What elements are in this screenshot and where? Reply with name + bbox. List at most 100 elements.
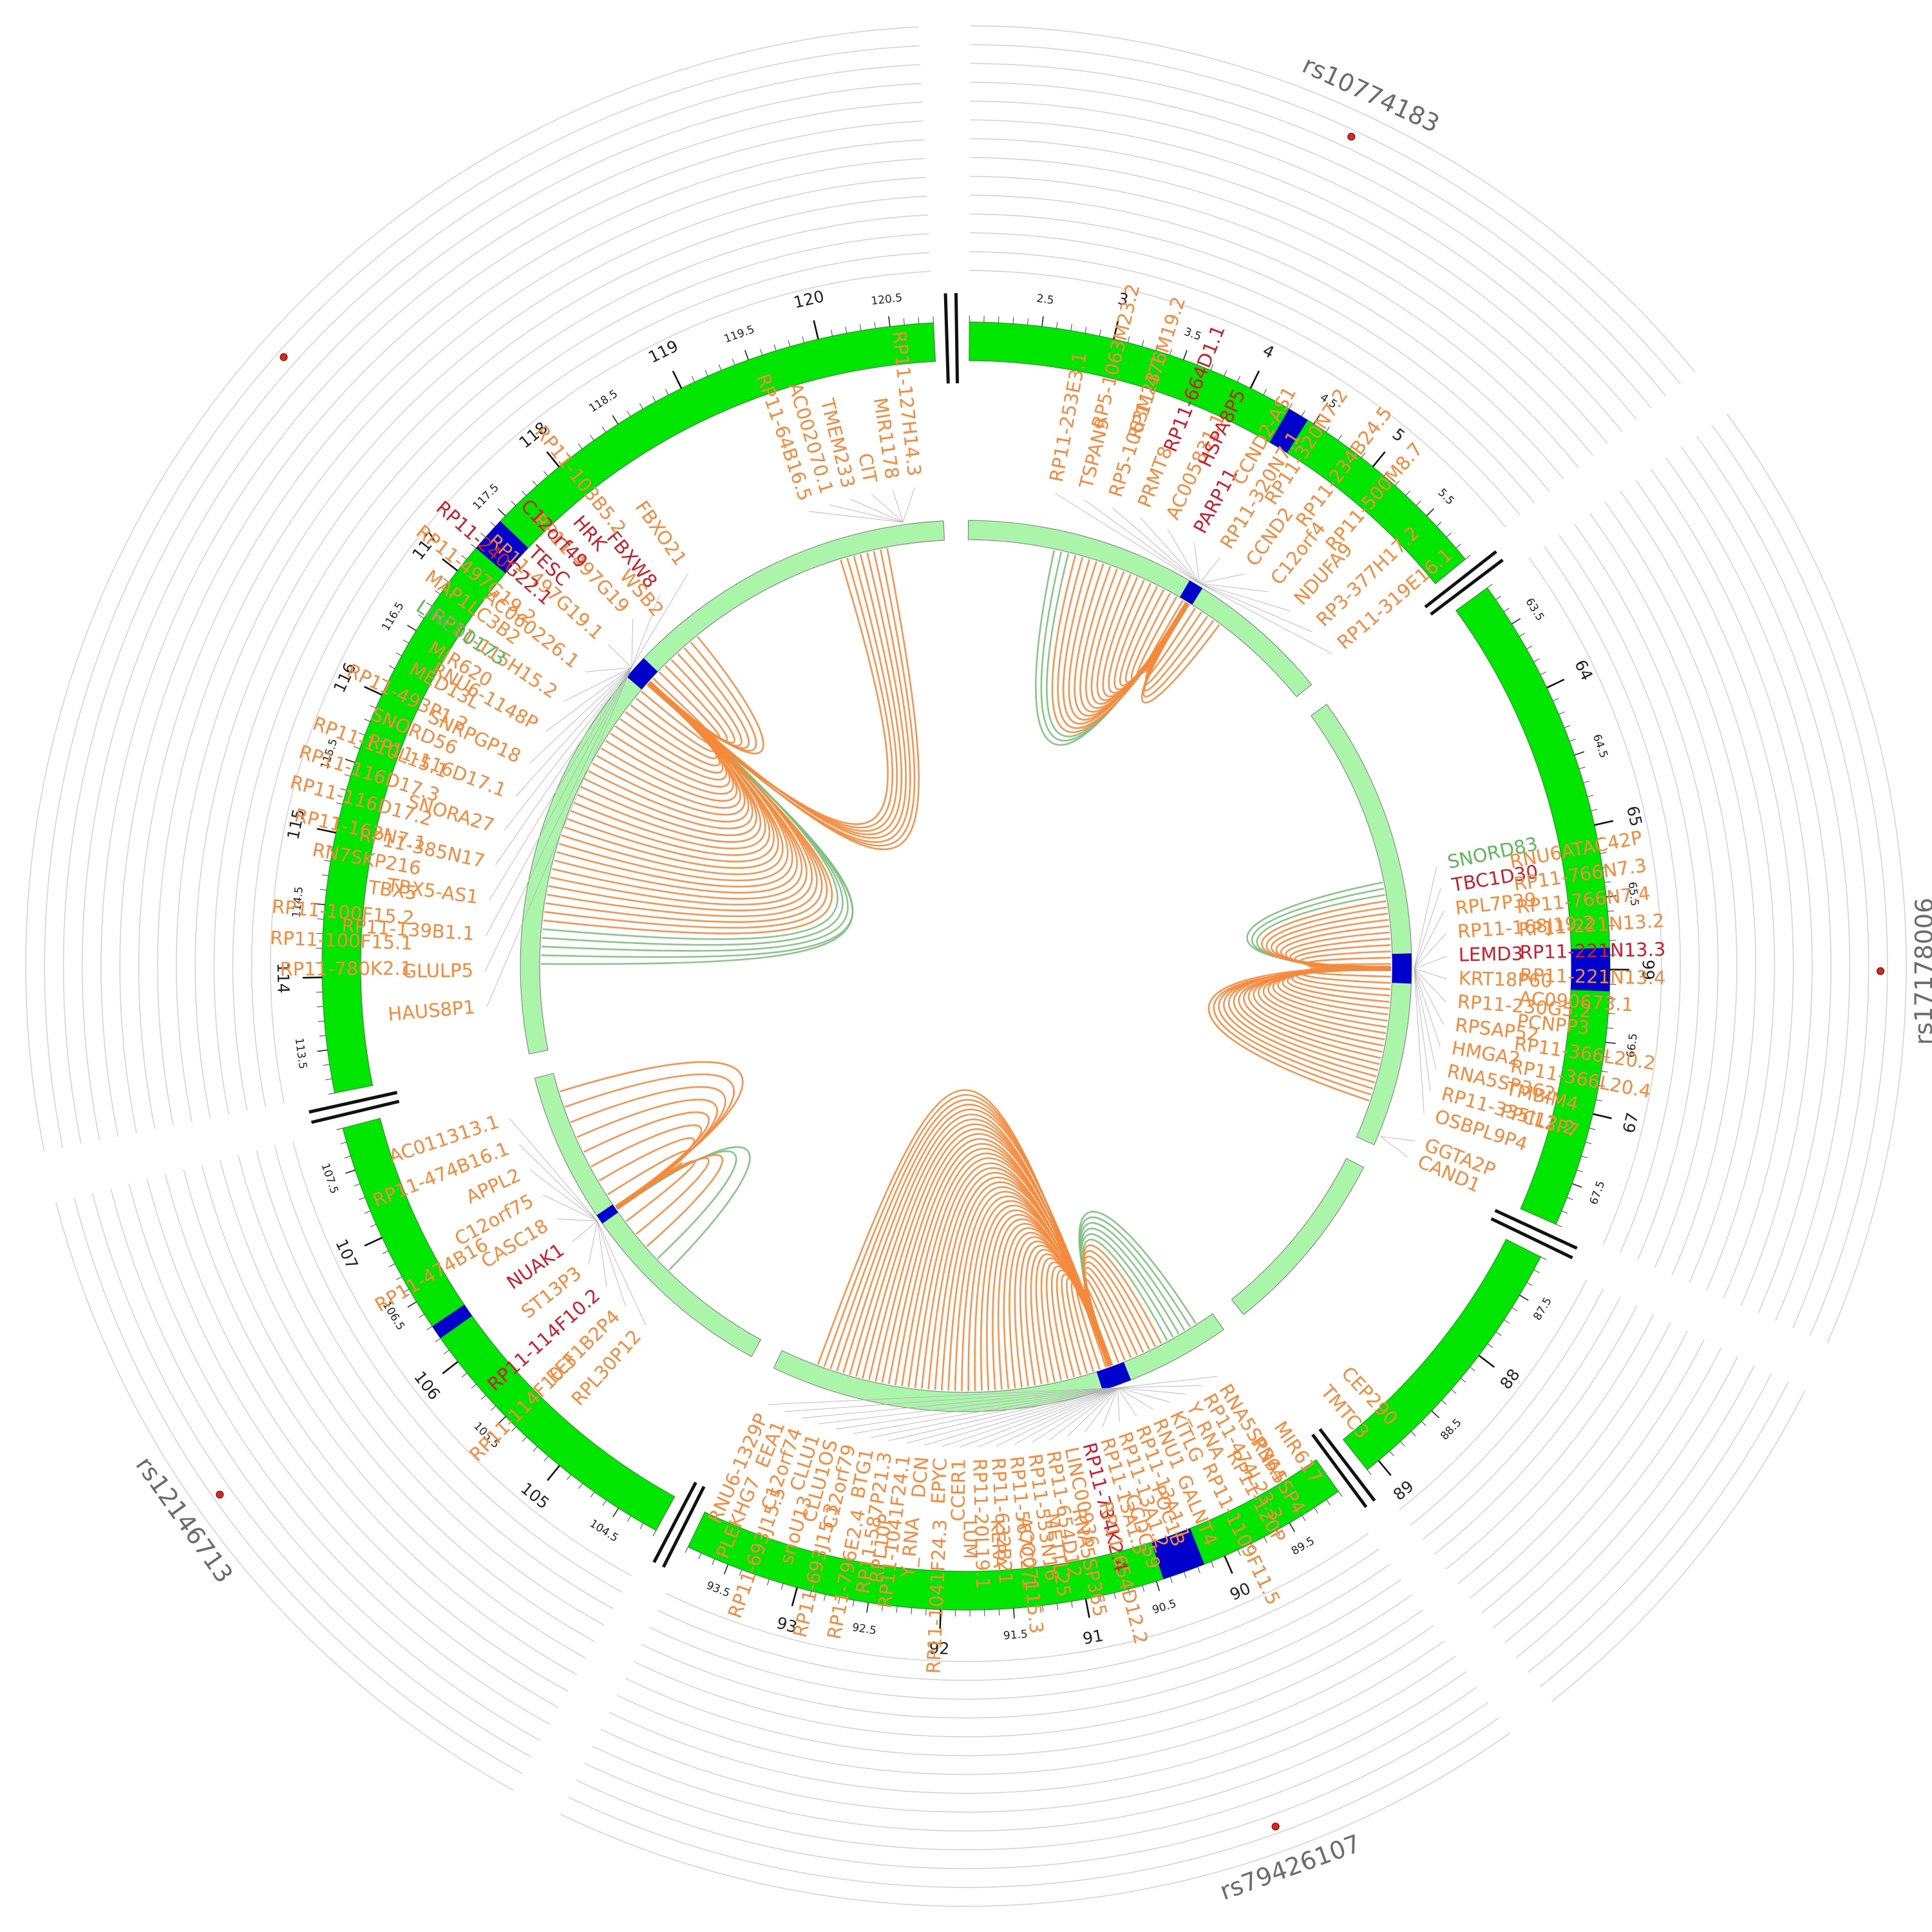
gene-connector	[1167, 529, 1200, 584]
gene-label: LEMD3	[1458, 943, 1523, 966]
tick-fine	[1504, 1319, 1510, 1324]
gridline-arc	[1574, 524, 1719, 1268]
gene-connector	[1414, 968, 1425, 1113]
tick-minor	[866, 1602, 869, 1613]
tick-fine	[1519, 632, 1525, 637]
gene-connector	[1199, 583, 1332, 654]
tick-fine	[691, 375, 695, 383]
segment-break-mark	[311, 1099, 400, 1124]
tick-fine	[1237, 1549, 1241, 1556]
tick-major	[364, 1236, 383, 1247]
tick-label-major: 65	[1623, 804, 1645, 828]
tick-fine	[1056, 321, 1058, 328]
tick-label-minor: 2.5	[1036, 292, 1054, 307]
tick-major	[1378, 1460, 1392, 1476]
snp-point	[1347, 133, 1356, 141]
tick-fine	[1084, 327, 1087, 334]
gridline-arc	[1635, 480, 1794, 1298]
snp-label: rs79426107	[1216, 1829, 1364, 1906]
tick-major	[442, 1361, 459, 1374]
gene-connector	[484, 667, 632, 972]
tick-fine	[480, 1395, 486, 1400]
gridline-arc	[665, 1533, 1369, 1662]
gene-connector	[1414, 933, 1446, 969]
tick-label-major: 4	[1260, 341, 1277, 362]
gridline-arc	[576, 1701, 1489, 1870]
tick-minor	[497, 508, 506, 516]
tick-major	[546, 451, 560, 468]
link-curve	[1141, 601, 1220, 704]
tick-fine	[1608, 1012, 1615, 1014]
tick-fine	[389, 1263, 395, 1267]
gridline-arc	[1589, 513, 1738, 1276]
tick-fine	[1487, 1343, 1493, 1348]
gridline-arc	[1696, 435, 1870, 1329]
tick-fine	[1553, 697, 1559, 701]
tick-fine	[831, 329, 833, 336]
gene-connector	[1112, 507, 1200, 584]
tick-fine	[1583, 781, 1590, 784]
tick-fine	[590, 1492, 595, 1498]
tick-fine	[382, 1250, 389, 1255]
tick-fine	[601, 426, 607, 433]
gene-connector	[768, 1387, 1118, 1405]
tick-fine	[364, 1210, 371, 1214]
gene-connector	[1414, 968, 1444, 1025]
tick-minor	[1155, 1581, 1160, 1591]
link-curve	[583, 1111, 710, 1208]
tick-minor	[1511, 618, 1521, 625]
tick-fine	[1581, 1155, 1588, 1159]
segment-break-mark	[661, 1486, 706, 1568]
tick-fine	[354, 746, 360, 750]
gene-label: LUM	[959, 1520, 981, 1559]
gene-connector	[1084, 1387, 1118, 1433]
tick-fine	[1591, 809, 1598, 811]
tick-fine	[1555, 1224, 1562, 1227]
gene-connector	[1194, 542, 1200, 583]
gene-label: RP11-20L19.1	[969, 1458, 994, 1589]
tick-fine	[685, 1546, 688, 1553]
gene-connector	[1199, 583, 1312, 632]
tick-fine	[1197, 359, 1200, 365]
outer-segment	[969, 321, 1466, 585]
tick-fine	[1558, 711, 1565, 715]
gene-connector	[1014, 1387, 1118, 1445]
gene-connector	[1414, 968, 1446, 1002]
gridline-arc	[44, 45, 920, 1148]
tick-fine	[370, 705, 376, 709]
tick-fine	[1410, 1431, 1416, 1437]
tick-fine	[328, 1092, 335, 1095]
tick-fine	[1184, 1571, 1187, 1578]
tick-fine	[925, 1609, 927, 1616]
gridline-arc	[183, 1169, 578, 1676]
tick-fine	[1389, 1450, 1394, 1457]
segment-break-mark	[1490, 1217, 1573, 1260]
gene-connector	[1199, 557, 1220, 584]
gridline-arc	[970, 119, 1623, 432]
tick-fine	[712, 1558, 715, 1566]
tick-fine	[426, 602, 432, 607]
gene-connector	[1380, 1136, 1414, 1141]
tick-label-major: 120	[791, 287, 826, 312]
gridline-arc	[1481, 1339, 1705, 1614]
gene-connector	[631, 594, 660, 668]
tick-fine	[602, 1500, 607, 1506]
gridline-arc	[1620, 491, 1776, 1291]
tick-minor	[345, 1170, 355, 1174]
tick-label-minor: 114.5	[290, 886, 306, 918]
gridline-arc	[1516, 1365, 1756, 1658]
tick-fine	[1210, 364, 1214, 371]
tick-label-major: 91	[1081, 1626, 1105, 1648]
gene-connector	[996, 1387, 1118, 1446]
tick-fine	[1470, 1367, 1475, 1372]
tick-fine	[359, 1197, 365, 1200]
tick-fine	[1567, 1197, 1573, 1200]
outer-segment	[321, 322, 936, 1094]
tick-fine	[1585, 1141, 1592, 1144]
tick-fine	[511, 1426, 516, 1432]
outer-highlight	[476, 521, 529, 574]
inner-highlight	[1392, 953, 1412, 984]
tick-label-minor: 92.5	[851, 1621, 877, 1638]
tick-label-major: 64	[1571, 657, 1596, 683]
